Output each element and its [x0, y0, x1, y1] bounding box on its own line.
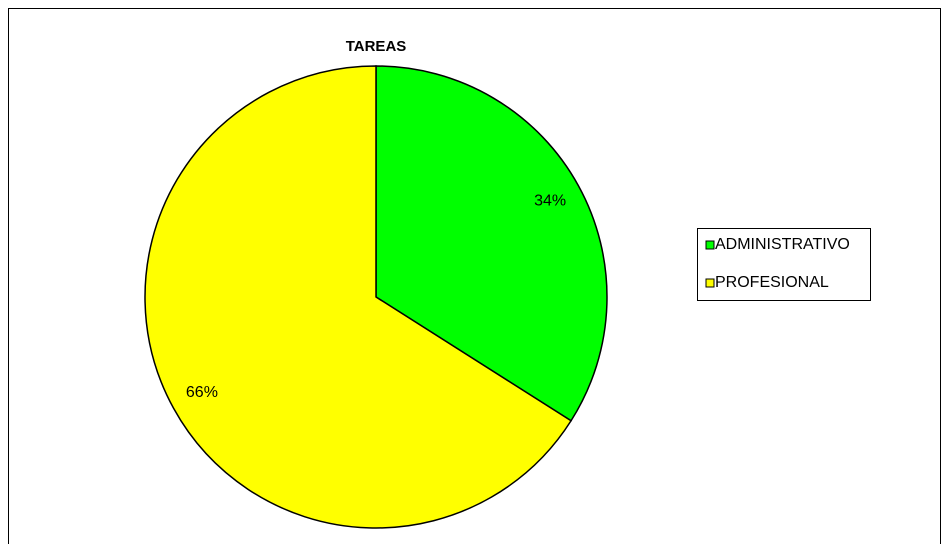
legend-label: ADMINISTRATIVO: [715, 236, 850, 253]
chart-title: TAREAS: [346, 38, 407, 55]
legend-box: [697, 228, 871, 301]
data-label: 66%: [186, 384, 218, 401]
pie-slice: [144, 65, 573, 529]
data-label: 34%: [534, 193, 566, 210]
legend-label: PROFESIONAL: [715, 274, 829, 291]
pie-slice: [375, 65, 608, 422]
legend-swatch: [705, 278, 715, 288]
legend-swatch: [705, 240, 715, 250]
